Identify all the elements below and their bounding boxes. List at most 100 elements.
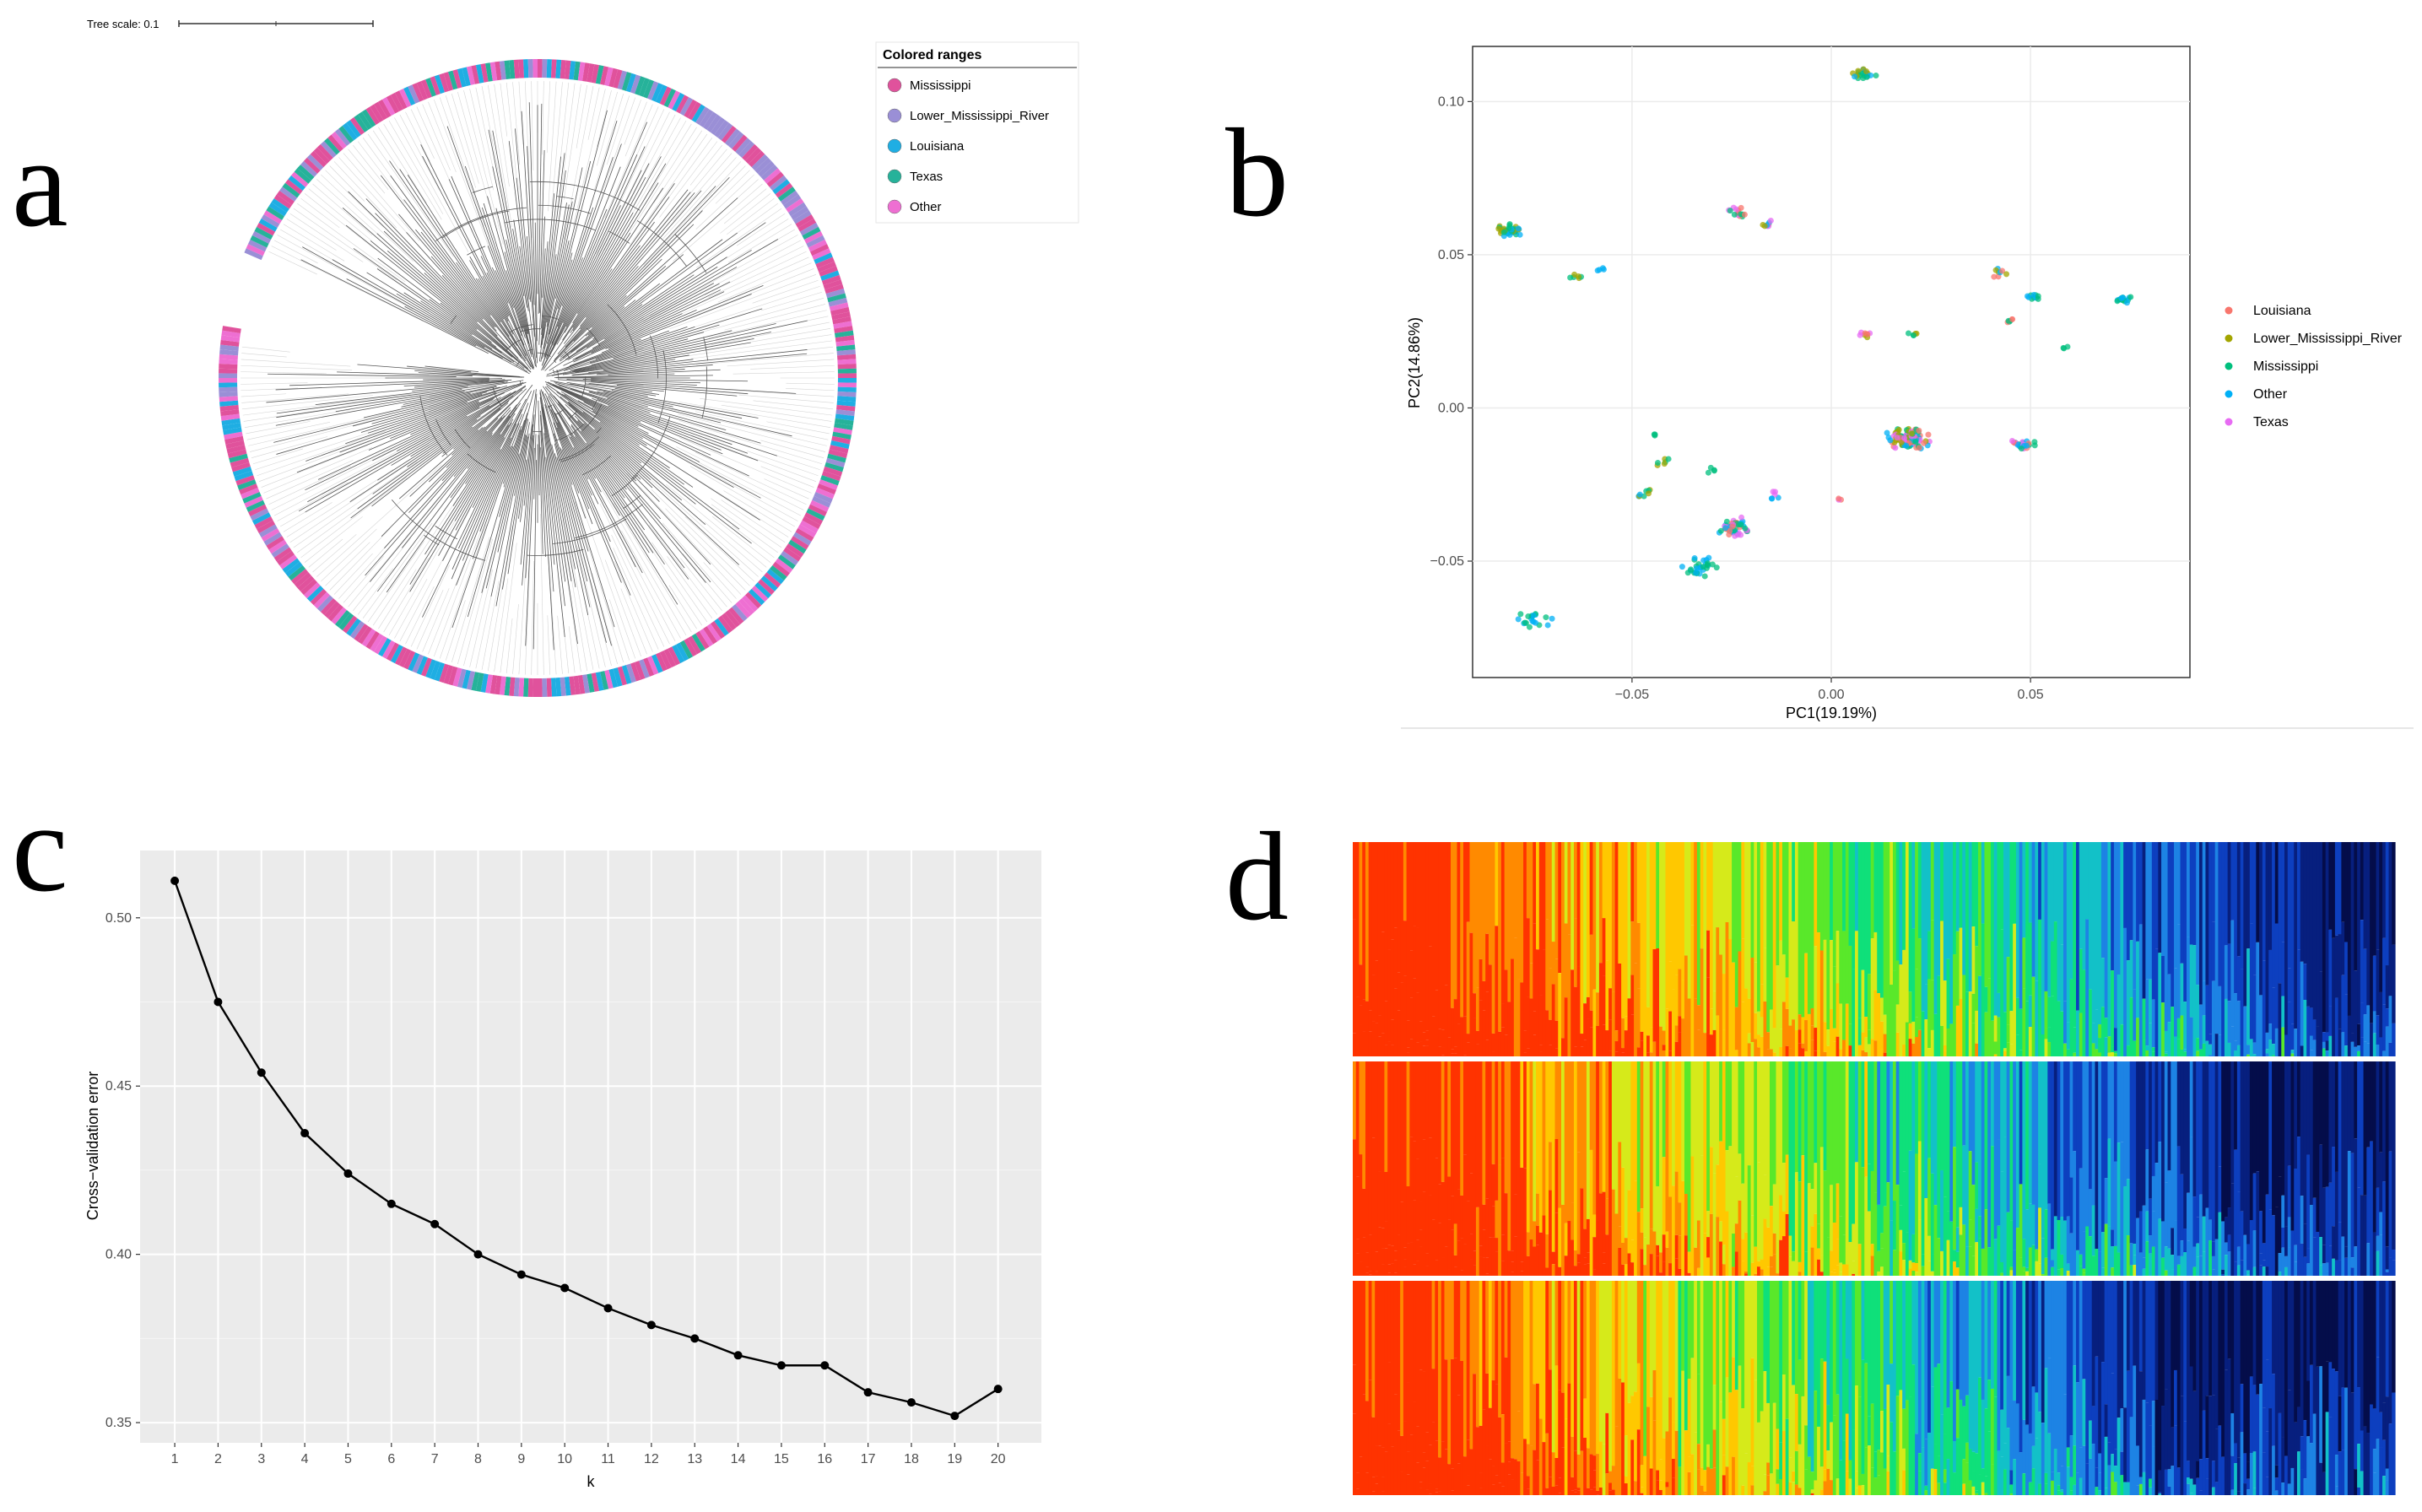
admixture-bar-segment [1652,949,1657,1042]
tree-ring-segment [254,516,273,530]
admixture-bar-segment [2060,1254,2064,1269]
admixture-bar-segment [2069,1177,2073,1234]
tree-branch [481,418,527,593]
admixture-bar-segment [1835,1183,1840,1239]
admixture-bar-segment [1781,1236,1787,1276]
admixture-bar-segment [1861,1359,1865,1474]
admixture-bar-segment [2388,996,2392,1043]
admixture-bar-segment [1905,1281,1910,1401]
admixture-bar-segment [1393,1394,1398,1495]
admixture-bar-segment [1937,1364,1941,1456]
tree-ring-segment [560,60,566,79]
tree-ring-segment [573,61,581,81]
tree-guide-line [266,460,354,500]
cv-grid [140,850,1041,1443]
admixture-bar-segment [1997,992,2001,1018]
admixture-bar-segment [1526,1061,1531,1233]
tree-ring-segment [819,266,838,277]
admixture-bar-segment [1687,1456,1692,1472]
admixture-bar-segment [1526,842,1531,919]
admixture-bar-segment [1899,1229,1903,1252]
admixture-bar-segment [1469,1449,1473,1495]
admixture-bar-segment [1861,969,1865,1033]
admixture-bar-segment [2076,1382,2080,1473]
admixture-bar-segment [2296,1451,2301,1495]
tree-branch [440,302,492,343]
admixture-bar-segment [1554,1458,1559,1486]
admixture-bar-segment [2028,1203,2033,1248]
admixture-bar-segment [1475,1207,1480,1276]
admixture-bar-segment [1387,1264,1392,1273]
admixture-bar-segment [1754,1012,1758,1040]
admixture-bar-segment [2224,998,2229,1056]
tree-ring-segment [447,666,458,686]
admixture-bar-segment [1987,842,1992,979]
admixture-bar-segment [2379,1152,2383,1212]
admixture-bar-segment [1990,1388,1995,1465]
tree-guide-line [587,87,600,140]
admixture-bar-segment [1444,1061,1448,1247]
admixture-bar-segment [1716,1061,1720,1165]
tree-guide-line [611,534,665,647]
admixture-bar-segment [2281,1027,2285,1056]
tree-ring-segment [764,168,781,184]
admixture-bar-segment [1706,842,1711,931]
admixture-bar-segment [2161,1002,2165,1056]
admixture-bar-segment [1826,842,1830,1030]
tree-branch [422,155,509,322]
admixture-bar-segment [1533,1246,1537,1276]
tree-ring-segment [659,86,672,105]
admixture-bar-segment [2003,842,2008,1012]
admixture-bar-segment [1949,1381,1954,1495]
admixture-bar-segment [2104,1488,2109,1495]
admixture-bar-segment [1848,1478,1852,1495]
admixture-bar-segment [1662,1234,1667,1262]
admixture-bar-segment [1353,1033,1357,1056]
admixture-bar-segment [1814,1213,1818,1276]
tree-branch [424,413,516,555]
admixture-bar-segment [1732,1357,1736,1457]
admixture-bar-segment [1652,1281,1657,1370]
tree-branch [451,413,523,580]
admixture-bar-segment [2296,842,2301,950]
admixture-bar-segment [2151,1401,2156,1447]
admixture-bar-segment [1953,1441,1957,1473]
admixture-bar-segment [1441,1061,1446,1182]
admixture-bar-segment [1766,1281,1771,1403]
admixture-bar-segment [2120,1024,2124,1056]
admixture-bar-segment [1760,1017,1765,1037]
admixture-bar-segment [1823,1281,1827,1362]
admixture-bar-segment [2063,1061,2068,1221]
admixture-bar-segment [1453,1046,1458,1054]
admixture-bar-segment [2126,1061,2131,1180]
tree-guide-line [488,526,513,672]
admixture-bar-segment [1839,1003,1843,1050]
admixture-bar-segment [2319,1462,2323,1495]
tree-ring-segment [504,677,511,696]
tree-ring-segment [425,78,436,97]
tree-ring-segment [751,154,769,170]
admixture-bar-segment [2281,1227,2285,1248]
admixture-bar-segment [2098,1453,2102,1473]
tree-branch [558,385,733,446]
admixture-bar-segment [2003,1443,2008,1470]
admixture-bar-segment [2025,1281,2030,1425]
admixture-bar-segment [1738,842,1742,952]
tree-ring-segment [706,624,722,642]
admixture-bar-segment [2262,1260,2267,1267]
admixture-bar-segment [2025,842,2030,1002]
admixture-bar-segment [1523,1168,1527,1276]
tree-branch [547,381,723,455]
admixture-bar-segment [1551,1061,1556,1252]
admixture-bar-segment [1397,1430,1401,1495]
tree-ring-segment [324,601,340,618]
admixture-bar-segment [1915,1281,1919,1434]
admixture-bar-segment [1375,1476,1379,1484]
pca-point [1925,431,1932,438]
admixture-bar-segment [2164,1246,2169,1271]
tree-guide-line [273,449,401,516]
tree-branch [570,323,776,371]
admixture-bar-segment [1425,1030,1430,1040]
tree-branch-arc [527,548,584,556]
admixture-bar-segment [1709,1008,1714,1035]
